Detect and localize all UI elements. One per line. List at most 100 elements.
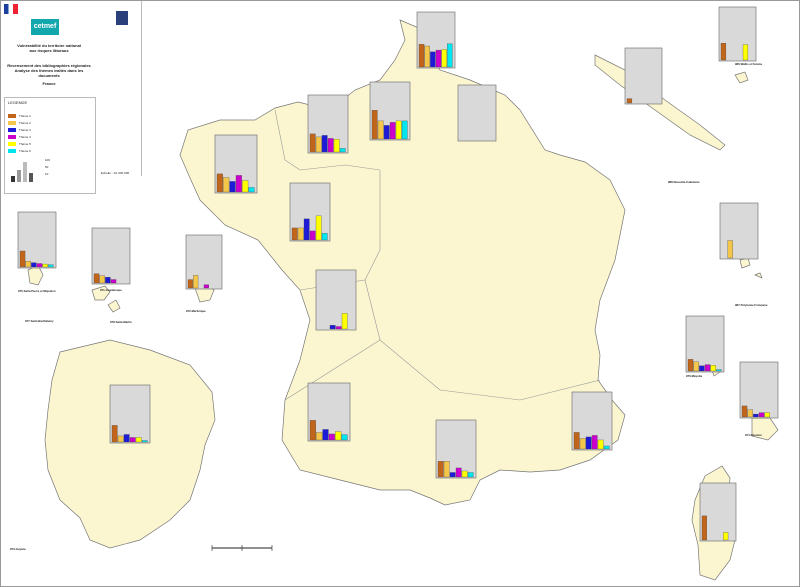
legend-swatch — [8, 134, 16, 139]
legend-label: Thème 1 — [19, 113, 31, 118]
chart-bar — [377, 120, 384, 140]
region-borders — [274, 109, 601, 401]
territory-label: 988-Nouvelle-Calédonie — [668, 180, 700, 184]
chart-bar — [297, 227, 304, 241]
chart-bar — [117, 435, 124, 443]
territory-label: 976-Mayotte — [686, 374, 703, 378]
chart-bar — [710, 365, 716, 372]
chart-bar — [341, 434, 348, 441]
legend-swatch — [8, 127, 16, 132]
chart-bar — [753, 413, 759, 418]
chart-bar — [573, 432, 580, 450]
chart-wallis — [718, 6, 757, 62]
chart-bar — [328, 433, 335, 441]
chart-bar — [418, 44, 425, 68]
chart-bar — [223, 177, 230, 193]
title-cartouche: cetmef Vulnérabilité du territoire natio… — [1, 1, 96, 194]
legend-swatch — [8, 113, 16, 118]
chart-bar — [309, 133, 316, 153]
territory-label: 977-Saint-Barthélemy — [25, 319, 54, 323]
chart-bar — [758, 412, 765, 418]
chart-bar — [141, 440, 148, 443]
republique-logo — [4, 4, 18, 14]
chart-bar — [383, 125, 390, 140]
chart-guyane — [109, 384, 151, 444]
region-label: France — [42, 81, 56, 86]
chart-aquitaine — [307, 382, 351, 442]
chart-bar — [449, 472, 456, 478]
chart-bar — [742, 44, 749, 61]
legend-count: 50 — [45, 165, 49, 169]
legend-box: LEGENDE Thème 1 Thème 2 Thème 3 Thème 4 Thèm… — [4, 97, 96, 194]
legend-title: LEGENDE — [8, 100, 28, 105]
chart-bar — [309, 420, 316, 441]
chart-bar — [316, 432, 323, 441]
chart-picardie — [457, 84, 497, 142]
legend-swatch — [8, 148, 16, 153]
chart-poitou — [315, 269, 357, 331]
chart-bar — [339, 148, 346, 153]
chart-bar — [341, 313, 348, 330]
chart-bar — [187, 279, 193, 289]
chart-bar — [727, 240, 733, 259]
chart-background — [719, 202, 759, 260]
chart-bar — [321, 233, 328, 241]
france-mainland — [179, 19, 626, 506]
chart-bar — [443, 461, 450, 478]
chart-bar — [764, 412, 770, 418]
chart-bar — [424, 45, 430, 68]
chart-paca — [571, 391, 613, 451]
chart-bar — [693, 361, 699, 372]
territory-label: 987-Polynésie Française — [735, 303, 768, 307]
chart-bar — [235, 175, 242, 193]
territory-label: 975-Saint-Pierre et Miquelon — [18, 289, 56, 293]
subtitle-line1: Recensement des bibliographies régionale… — [7, 63, 91, 68]
chart-bar — [321, 135, 328, 153]
guadeloupe-islands — [91, 285, 121, 313]
chart-basse-norm — [307, 94, 349, 154]
title-line2: aux risques littoraux — [29, 48, 69, 53]
chart-bar — [42, 263, 48, 268]
chart-bar — [203, 284, 209, 289]
territory-label: 971-Guadeloupe — [100, 288, 122, 292]
chart-bar — [36, 263, 43, 268]
territory-label: 974-Réunion — [745, 433, 762, 437]
legend-item: Thème 4 — [8, 133, 31, 140]
chart-bar — [467, 472, 474, 478]
chart-bar — [723, 532, 729, 541]
chart-bar — [31, 262, 37, 268]
chart-bar — [315, 136, 322, 153]
legend-label: Thème 2 — [19, 120, 31, 125]
legend-swatch — [8, 141, 16, 146]
chart-bar — [193, 275, 199, 289]
guyane-territory — [44, 339, 216, 549]
chart-bar — [395, 120, 402, 140]
chart-bar — [437, 461, 444, 478]
chart-bar — [329, 325, 336, 330]
legend-label: Thème 3 — [19, 127, 31, 132]
territory-label: 973-Guyane — [10, 547, 26, 551]
chart-bar — [93, 273, 100, 284]
chart-background — [457, 84, 497, 142]
cetmef-logo: cetmef — [31, 19, 59, 35]
chart-polynesie — [719, 202, 759, 260]
chart-guadeloupe — [91, 227, 131, 285]
chart-corse — [699, 482, 737, 542]
chart-bar — [704, 364, 711, 372]
chart-bar — [699, 365, 705, 372]
chart-bar — [309, 230, 316, 241]
chart-bar — [111, 425, 118, 443]
chart-bar — [455, 467, 462, 478]
chart-background — [699, 482, 737, 542]
chart-languedoc — [435, 419, 477, 479]
chart-bar — [441, 49, 447, 68]
legend-item: Thème 5 — [8, 140, 31, 147]
legend-label: Thème 4 — [19, 134, 31, 139]
chart-bar — [371, 110, 378, 140]
chart-bar — [315, 215, 322, 241]
subtitle-line2: Analyse des thèmes traités dans les docu… — [14, 68, 84, 78]
chart-bar — [447, 43, 453, 68]
chart-bar — [291, 227, 298, 241]
territory-label: 972-Martinique — [186, 309, 206, 313]
chart-bar — [335, 431, 342, 441]
